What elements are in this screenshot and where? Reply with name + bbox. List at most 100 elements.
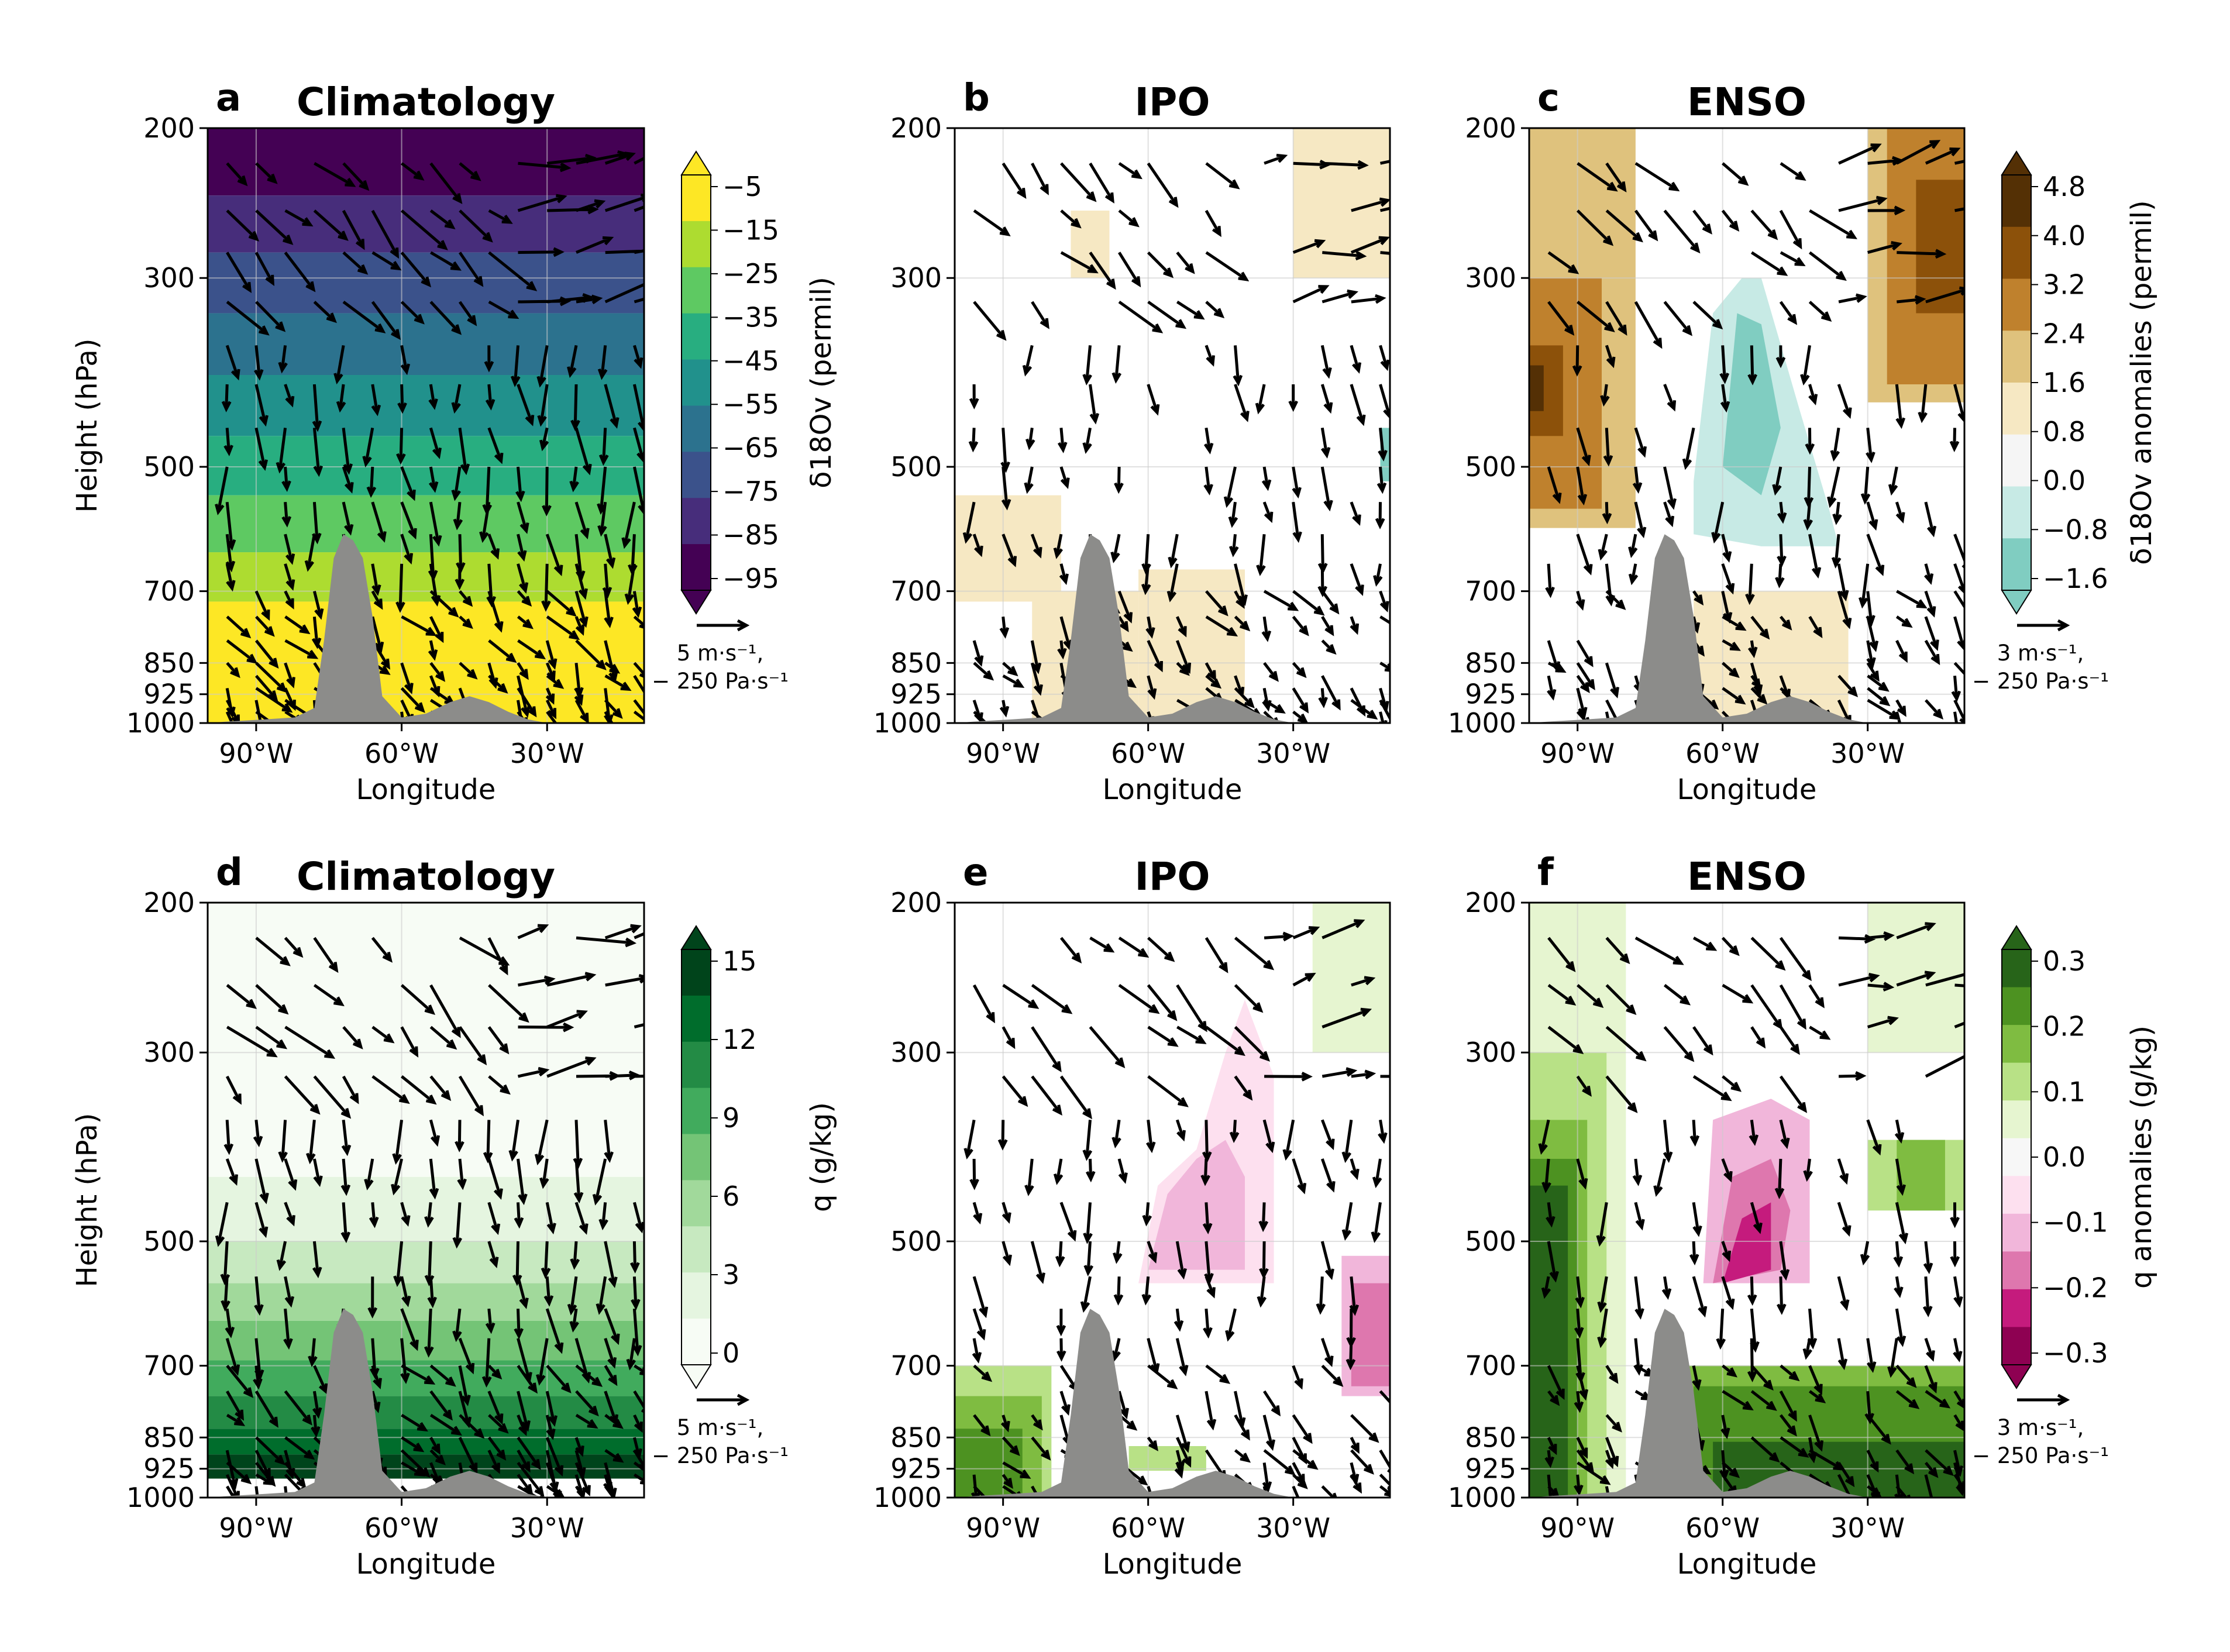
colorbar-segment xyxy=(2002,1138,2031,1177)
anomaly-region xyxy=(1312,903,1390,1053)
colorbar-segment xyxy=(2002,226,2031,280)
colorbar-extend-top xyxy=(2001,925,2032,950)
colorbar-tick-label: 6 xyxy=(722,1181,739,1212)
colorbar-extend-bottom xyxy=(2001,1364,2032,1389)
colorbar-tick-label: −75 xyxy=(722,476,779,507)
colorbar-label: q anomalies (g/kg) xyxy=(2125,1025,2158,1289)
x-axis-label: Longitude xyxy=(1103,1548,1243,1581)
panel-title: Climatology xyxy=(297,854,555,899)
panel-letter: f xyxy=(1537,851,1554,894)
contour-band xyxy=(208,495,644,553)
y-tick-label: 925 xyxy=(143,679,195,710)
contour-band xyxy=(208,313,644,375)
x-tick-label: 60°W xyxy=(364,738,439,769)
colorbar-segment xyxy=(682,221,711,268)
x-axis-label: Longitude xyxy=(1677,1548,1817,1581)
panel-title: ENSO xyxy=(1687,80,1806,125)
colorbar-segment xyxy=(682,313,711,360)
plot-frame xyxy=(954,901,1391,1499)
colorbar-tick-label: 4.8 xyxy=(2043,171,2086,202)
colorbar-tick-label: 0.0 xyxy=(2043,465,2086,497)
colorbar-segment xyxy=(682,498,711,545)
colorbar-segment xyxy=(682,995,711,1042)
colorbar-segment xyxy=(682,1134,711,1181)
y-tick-label: 1000 xyxy=(126,1482,195,1513)
x-tick-label: 90°W xyxy=(966,1512,1040,1544)
y-tick-label: 1000 xyxy=(126,707,195,739)
colorbar-tick-label: −85 xyxy=(722,519,779,551)
colorbar-segment xyxy=(2002,383,2031,435)
quiver-key-label: 5 m·s⁻¹, xyxy=(677,641,764,666)
colorbar-tick-label: 4.0 xyxy=(2043,220,2086,252)
colorbar-segment xyxy=(682,405,711,453)
anomaly-region xyxy=(1722,313,1781,495)
colorbar-segment xyxy=(682,359,711,407)
colorbar-tick-label: 2.4 xyxy=(2043,318,2086,349)
y-tick-label: 500 xyxy=(143,451,195,483)
y-tick-label: 200 xyxy=(890,112,942,144)
colorbar-label: q (g/kg) xyxy=(805,1102,838,1212)
colorbar-segment xyxy=(2002,987,2031,1026)
quiver-key-arrow xyxy=(697,619,750,632)
y-axis-label: Height (hPa) xyxy=(71,1113,104,1287)
x-tick-label: 30°W xyxy=(510,1512,584,1544)
y-tick-label: 500 xyxy=(890,451,942,483)
quiver-key-arrow xyxy=(697,1393,750,1406)
colorbar-tick-label: −55 xyxy=(722,388,779,420)
colorbar-extend-top xyxy=(2001,150,2032,175)
wind-vectors xyxy=(1545,140,1964,723)
anomaly-region xyxy=(1694,591,1849,723)
colorbar-segment xyxy=(2002,331,2031,383)
panel-letter: e xyxy=(963,851,988,894)
x-tick-label: 90°W xyxy=(1540,1512,1615,1544)
plot-frame xyxy=(207,127,645,724)
y-tick-label: 300 xyxy=(143,262,195,294)
panel-letter: d xyxy=(216,851,243,894)
colorbar-segment xyxy=(682,175,711,222)
colorbar-tick-label: −0.8 xyxy=(2043,514,2108,545)
colorbar-segment xyxy=(682,1272,711,1320)
quiver-key-label: 3 m·s⁻¹, xyxy=(1997,641,2084,666)
colorbar-segment xyxy=(2002,1327,2031,1365)
colorbar-tick-label: 12 xyxy=(722,1024,757,1055)
y-tick-label: 925 xyxy=(143,1453,195,1485)
colorbar-tick-label: 0.2 xyxy=(2043,1011,2086,1042)
quiver-key-arrow xyxy=(2017,619,2070,632)
colorbar-segment xyxy=(682,1180,711,1227)
panel-title: IPO xyxy=(1134,80,1210,125)
colorbar-extend-bottom xyxy=(2001,590,2032,615)
y-tick-label: 200 xyxy=(143,887,195,918)
x-tick-label: 30°W xyxy=(1830,1512,1905,1544)
colorbar-extend-bottom xyxy=(680,590,712,615)
x-tick-label: 60°W xyxy=(1685,1512,1760,1544)
colorbar-tick-label: −45 xyxy=(722,345,779,377)
y-tick-label: 300 xyxy=(890,262,942,294)
colorbar-segment xyxy=(682,1041,711,1089)
y-tick-label: 1000 xyxy=(1448,707,1516,739)
contour-band xyxy=(208,552,644,602)
colorbar-tick-label: −25 xyxy=(722,258,779,290)
colorbar-segment xyxy=(682,1319,711,1365)
y-tick-label: 200 xyxy=(1465,887,1516,918)
colorbar-tick-label: 0.1 xyxy=(2043,1076,2086,1107)
y-tick-label: 925 xyxy=(1465,679,1516,710)
contour-band xyxy=(208,1283,644,1321)
anomaly-region xyxy=(1128,1446,1206,1471)
y-tick-label: 300 xyxy=(1465,262,1516,294)
y-tick-label: 300 xyxy=(890,1037,942,1068)
colorbar-tick-label: 15 xyxy=(722,945,757,977)
colorbar-label: δ18Ov anomalies (permil) xyxy=(2125,200,2158,565)
y-tick-label: 850 xyxy=(143,647,195,679)
colorbar-label: δ18Ov (permil) xyxy=(805,277,838,488)
quiver-key-label: − 250 Pa·s⁻¹ xyxy=(1972,1443,2109,1468)
y-tick-label: 1000 xyxy=(1448,1482,1516,1513)
colorbar-tick-label: 1.6 xyxy=(2043,367,2086,398)
y-tick-label: 925 xyxy=(890,1453,942,1485)
colorbar-segment xyxy=(2002,1100,2031,1139)
colorbar-tick-label: 0.8 xyxy=(2043,416,2086,448)
colorbar-frame xyxy=(681,949,711,1365)
colorbar-segment xyxy=(2002,1213,2031,1252)
plot-frame xyxy=(207,901,645,1499)
plot-frame xyxy=(954,127,1391,724)
